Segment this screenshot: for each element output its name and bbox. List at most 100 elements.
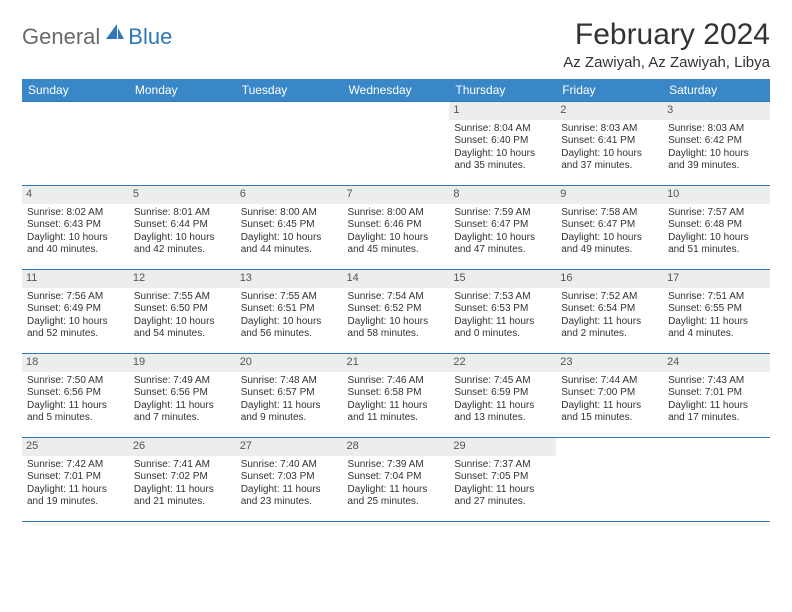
sunset-line: Sunset: 7:02 PM xyxy=(134,471,231,484)
day-number: 8 xyxy=(449,186,556,204)
day-number: 10 xyxy=(663,186,770,204)
day-number: 16 xyxy=(556,270,663,288)
daylight-line: Daylight: 10 hours and 51 minutes. xyxy=(668,232,765,257)
daylight-line: Daylight: 11 hours and 23 minutes. xyxy=(241,484,338,509)
weekday-header: Wednesday xyxy=(343,79,450,102)
sunset-line: Sunset: 6:56 PM xyxy=(134,387,231,400)
calendar-cell: 13Sunrise: 7:55 AMSunset: 6:51 PMDayligh… xyxy=(236,270,343,354)
daylight-line: Daylight: 11 hours and 0 minutes. xyxy=(454,316,551,341)
sunset-line: Sunset: 6:58 PM xyxy=(348,387,445,400)
daylight-line: Daylight: 11 hours and 19 minutes. xyxy=(27,484,124,509)
calendar-cell: 1 Sunrise: 8:04 AMSunset: 6:40 PMDaylight… xyxy=(449,102,556,186)
sunset-line: Sunset: 6:57 PM xyxy=(241,387,338,400)
day-number: 6 xyxy=(236,186,343,204)
daylight-line: Daylight: 11 hours and 11 minutes. xyxy=(348,400,445,425)
sunrise-line: Sunrise: 7:55 AM xyxy=(134,291,231,304)
daylight-line: Daylight: 11 hours and 27 minutes. xyxy=(454,484,551,509)
sunset-line: Sunset: 6:40 PM xyxy=(454,135,551,148)
daylight-line: Daylight: 11 hours and 5 minutes. xyxy=(27,400,124,425)
daylight-line: Daylight: 11 hours and 2 minutes. xyxy=(561,316,658,341)
sunrise-line: Sunrise: 7:57 AM xyxy=(668,207,765,220)
sunset-line: Sunset: 7:01 PM xyxy=(27,471,124,484)
sunrise-line: Sunrise: 7:53 AM xyxy=(454,291,551,304)
sunset-line: Sunset: 6:52 PM xyxy=(348,303,445,316)
calendar-cell: 16Sunrise: 7:52 AMSunset: 6:54 PMDayligh… xyxy=(556,270,663,354)
calendar-cell-empty xyxy=(22,102,129,186)
day-number: 1 xyxy=(449,102,556,120)
sunrise-line: Sunrise: 7:42 AM xyxy=(27,459,124,472)
daylight-line: Daylight: 10 hours and 35 minutes. xyxy=(454,148,551,173)
sunset-line: Sunset: 7:00 PM xyxy=(561,387,658,400)
sunset-line: Sunset: 6:48 PM xyxy=(668,219,765,232)
sunrise-line: Sunrise: 7:59 AM xyxy=(454,207,551,220)
calendar-cell: 17Sunrise: 7:51 AMSunset: 6:55 PMDayligh… xyxy=(663,270,770,354)
sunrise-line: Sunrise: 8:00 AM xyxy=(348,207,445,220)
calendar-cell: 26Sunrise: 7:41 AMSunset: 7:02 PMDayligh… xyxy=(129,438,236,522)
daylight-line: Daylight: 10 hours and 49 minutes. xyxy=(561,232,658,257)
calendar-cell: 7Sunrise: 8:00 AMSunset: 6:46 PMDaylight… xyxy=(343,186,450,270)
weekday-header: Sunday xyxy=(22,79,129,102)
calendar-cell-empty xyxy=(663,438,770,522)
day-number: 11 xyxy=(22,270,129,288)
day-number: 23 xyxy=(556,354,663,372)
day-number: 17 xyxy=(663,270,770,288)
sunrise-line: Sunrise: 7:44 AM xyxy=(561,375,658,388)
day-number: 4 xyxy=(22,186,129,204)
daylight-line: Daylight: 11 hours and 25 minutes. xyxy=(348,484,445,509)
day-number: 18 xyxy=(22,354,129,372)
daylight-line: Daylight: 10 hours and 37 minutes. xyxy=(561,148,658,173)
sunset-line: Sunset: 6:43 PM xyxy=(27,219,124,232)
sunrise-line: Sunrise: 8:00 AM xyxy=(241,207,338,220)
calendar-cell: 12Sunrise: 7:55 AMSunset: 6:50 PMDayligh… xyxy=(129,270,236,354)
calendar-row: 25Sunrise: 7:42 AMSunset: 7:01 PMDayligh… xyxy=(22,438,770,522)
daylight-line: Daylight: 10 hours and 52 minutes. xyxy=(27,316,124,341)
day-number: 28 xyxy=(343,438,450,456)
weekday-header: Tuesday xyxy=(236,79,343,102)
weekday-header: Thursday xyxy=(449,79,556,102)
sunset-line: Sunset: 6:42 PM xyxy=(668,135,765,148)
calendar-cell: 3Sunrise: 8:03 AMSunset: 6:42 PMDaylight… xyxy=(663,102,770,186)
sunrise-line: Sunrise: 7:40 AM xyxy=(241,459,338,472)
day-number: 25 xyxy=(22,438,129,456)
calendar-cell: 20Sunrise: 7:48 AMSunset: 6:57 PMDayligh… xyxy=(236,354,343,438)
calendar-cell-empty xyxy=(556,438,663,522)
calendar-row: 11Sunrise: 7:56 AMSunset: 6:49 PMDayligh… xyxy=(22,270,770,354)
day-number: 26 xyxy=(129,438,236,456)
sunset-line: Sunset: 6:54 PM xyxy=(561,303,658,316)
sunset-line: Sunset: 7:03 PM xyxy=(241,471,338,484)
sunrise-line: Sunrise: 8:03 AM xyxy=(561,123,658,136)
sunrise-line: Sunrise: 7:48 AM xyxy=(241,375,338,388)
calendar-row: 1Sunrise: 8:04 AMSunset: 6:40 PMDaylight… xyxy=(22,102,770,186)
logo-text-blue: Blue xyxy=(128,24,172,50)
sunset-line: Sunset: 6:56 PM xyxy=(27,387,124,400)
sunrise-line: Sunrise: 8:03 AM xyxy=(668,123,765,136)
sunset-line: Sunset: 6:59 PM xyxy=(454,387,551,400)
sunrise-line: Sunrise: 7:55 AM xyxy=(241,291,338,304)
calendar-cell: 4Sunrise: 8:02 AMSunset: 6:43 PMDaylight… xyxy=(22,186,129,270)
weekday-header: Friday xyxy=(556,79,663,102)
daylight-line: Daylight: 10 hours and 54 minutes. xyxy=(134,316,231,341)
calendar-cell: 23Sunrise: 7:44 AMSunset: 7:00 PMDayligh… xyxy=(556,354,663,438)
sunrise-line: Sunrise: 7:43 AM xyxy=(668,375,765,388)
day-number: 9 xyxy=(556,186,663,204)
location: Az Zawiyah, Az Zawiyah, Libya xyxy=(563,54,770,71)
sunrise-line: Sunrise: 7:37 AM xyxy=(454,459,551,472)
sunrise-line: Sunrise: 7:56 AM xyxy=(27,291,124,304)
daylight-line: Daylight: 11 hours and 7 minutes. xyxy=(134,400,231,425)
weekday-header-row: Sunday Monday Tuesday Wednesday Thursday… xyxy=(22,79,770,102)
sunset-line: Sunset: 6:45 PM xyxy=(241,219,338,232)
sunrise-line: Sunrise: 7:50 AM xyxy=(27,375,124,388)
calendar-cell: 24Sunrise: 7:43 AMSunset: 7:01 PMDayligh… xyxy=(663,354,770,438)
sunrise-line: Sunrise: 7:41 AM xyxy=(134,459,231,472)
calendar-cell: 25 Sunrise: 7:42 AMSunset: 7:01 PMDayligh… xyxy=(22,438,129,522)
day-number: 27 xyxy=(236,438,343,456)
daylight-line: Daylight: 10 hours and 45 minutes. xyxy=(348,232,445,257)
calendar-cell: 2Sunrise: 8:03 AMSunset: 6:41 PMDaylight… xyxy=(556,102,663,186)
sunrise-line: Sunrise: 7:49 AM xyxy=(134,375,231,388)
sunset-line: Sunset: 6:47 PM xyxy=(454,219,551,232)
calendar-cell: 14Sunrise: 7:54 AMSunset: 6:52 PMDayligh… xyxy=(343,270,450,354)
day-number: 24 xyxy=(663,354,770,372)
sunset-line: Sunset: 6:41 PM xyxy=(561,135,658,148)
sunrise-line: Sunrise: 8:04 AM xyxy=(454,123,551,136)
day-number: 19 xyxy=(129,354,236,372)
